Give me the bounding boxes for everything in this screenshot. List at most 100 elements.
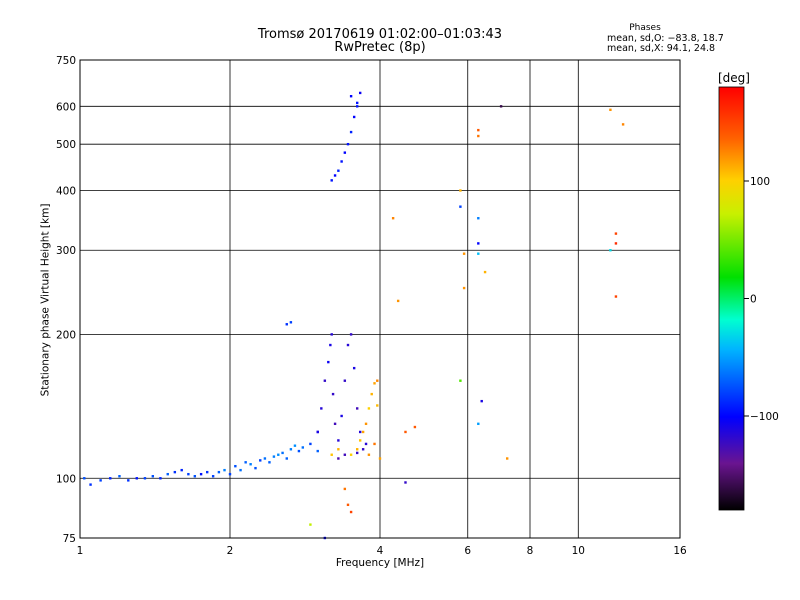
data-point (301, 446, 305, 449)
data-point (358, 439, 362, 442)
x-tick-label: 8 (527, 545, 534, 557)
phase-stats-o: mean, sd,O: −83.8, 18.7 (607, 33, 724, 44)
data-point (609, 108, 612, 112)
data-point (211, 475, 215, 478)
data-point (187, 472, 190, 476)
data-point (327, 360, 330, 364)
data-point (239, 468, 242, 472)
data-point (159, 477, 162, 480)
data-point (477, 422, 480, 426)
grid-lines (79, 59, 681, 539)
data-point (323, 379, 327, 382)
data-point (349, 510, 353, 514)
data-point (352, 366, 356, 370)
data-point (346, 343, 350, 347)
data-point (234, 464, 237, 468)
data-point (367, 453, 371, 456)
data-point (349, 130, 353, 134)
data-point (151, 475, 155, 478)
data-point (289, 321, 293, 324)
data-point (349, 333, 353, 336)
data-points (83, 91, 625, 540)
data-point (621, 123, 625, 126)
y-tick-label: 300 (56, 245, 76, 257)
data-point (477, 128, 480, 132)
data-point (217, 470, 221, 474)
data-point (355, 101, 359, 105)
data-point (127, 479, 130, 482)
data-point (349, 94, 353, 98)
data-point (199, 472, 203, 476)
data-point (249, 463, 252, 466)
chart-subtitle: RwPretec (8p) (334, 40, 426, 55)
colorbar-tick-label: −100 (750, 411, 779, 423)
y-tick-label: 200 (56, 329, 76, 341)
data-point (333, 174, 337, 177)
data-point (309, 523, 312, 526)
data-point (143, 477, 147, 480)
data-point (316, 430, 319, 434)
data-point (333, 422, 337, 426)
y-tick-label: 600 (56, 101, 76, 113)
data-point (346, 503, 350, 507)
data-point (373, 442, 376, 446)
y-axis-ticks: 75 100 200 300 400 500 600 750 (56, 55, 76, 545)
data-point (477, 252, 480, 255)
data-point (355, 451, 359, 455)
data-point (180, 468, 183, 472)
data-point (459, 189, 462, 192)
x-tick-label: 10 (572, 545, 585, 557)
x-tick-label: 16 (673, 545, 687, 557)
colorbar-ticks: 100 0 −100 (744, 176, 779, 423)
data-point (166, 472, 169, 476)
data-point (272, 455, 276, 458)
y-axis-label: Stationary phase Virtual Height [km] (39, 203, 52, 397)
data-point (459, 205, 462, 208)
data-point (609, 249, 612, 252)
chart-title: Tromsø 20170619 01:02:00–01:03:43 (257, 27, 503, 42)
data-point (259, 459, 262, 462)
data-point (376, 404, 379, 407)
data-point (293, 444, 297, 447)
data-point (373, 382, 376, 385)
data-point (331, 392, 335, 396)
data-point (614, 242, 618, 245)
phase-stats-heading: Phases (629, 23, 661, 33)
data-point (297, 449, 301, 453)
y-tick-label: 750 (56, 55, 76, 67)
data-point (358, 430, 362, 434)
data-point (228, 472, 232, 476)
y-tick-label: 75 (63, 533, 76, 545)
x-tick-label: 2 (227, 545, 234, 557)
data-point (477, 217, 480, 220)
data-point (309, 442, 312, 446)
colorbar (718, 86, 745, 511)
data-point (364, 442, 368, 446)
data-point (349, 453, 353, 456)
data-point (118, 475, 121, 478)
colorbar-tick-label: 100 (750, 176, 770, 188)
data-point (391, 217, 395, 220)
y-tick-label: 400 (56, 185, 76, 197)
data-point (109, 477, 112, 480)
data-point (483, 270, 487, 274)
colorbar-unit: [deg] (718, 71, 750, 85)
data-point (614, 232, 618, 235)
data-point (173, 470, 177, 474)
data-point (320, 407, 323, 410)
x-tick-label: 1 (77, 545, 84, 557)
data-point (477, 134, 480, 138)
data-point (462, 286, 466, 290)
data-point (499, 105, 503, 108)
data-point (358, 91, 362, 95)
data-point (281, 451, 284, 455)
data-point (254, 466, 257, 470)
x-axis-label: Frequency [MHz] (335, 557, 425, 569)
data-point (459, 379, 462, 382)
data-point (355, 105, 359, 108)
data-point (343, 453, 347, 456)
data-point (370, 392, 373, 396)
data-point (477, 242, 480, 245)
data-point (337, 169, 340, 172)
data-point (361, 430, 365, 434)
